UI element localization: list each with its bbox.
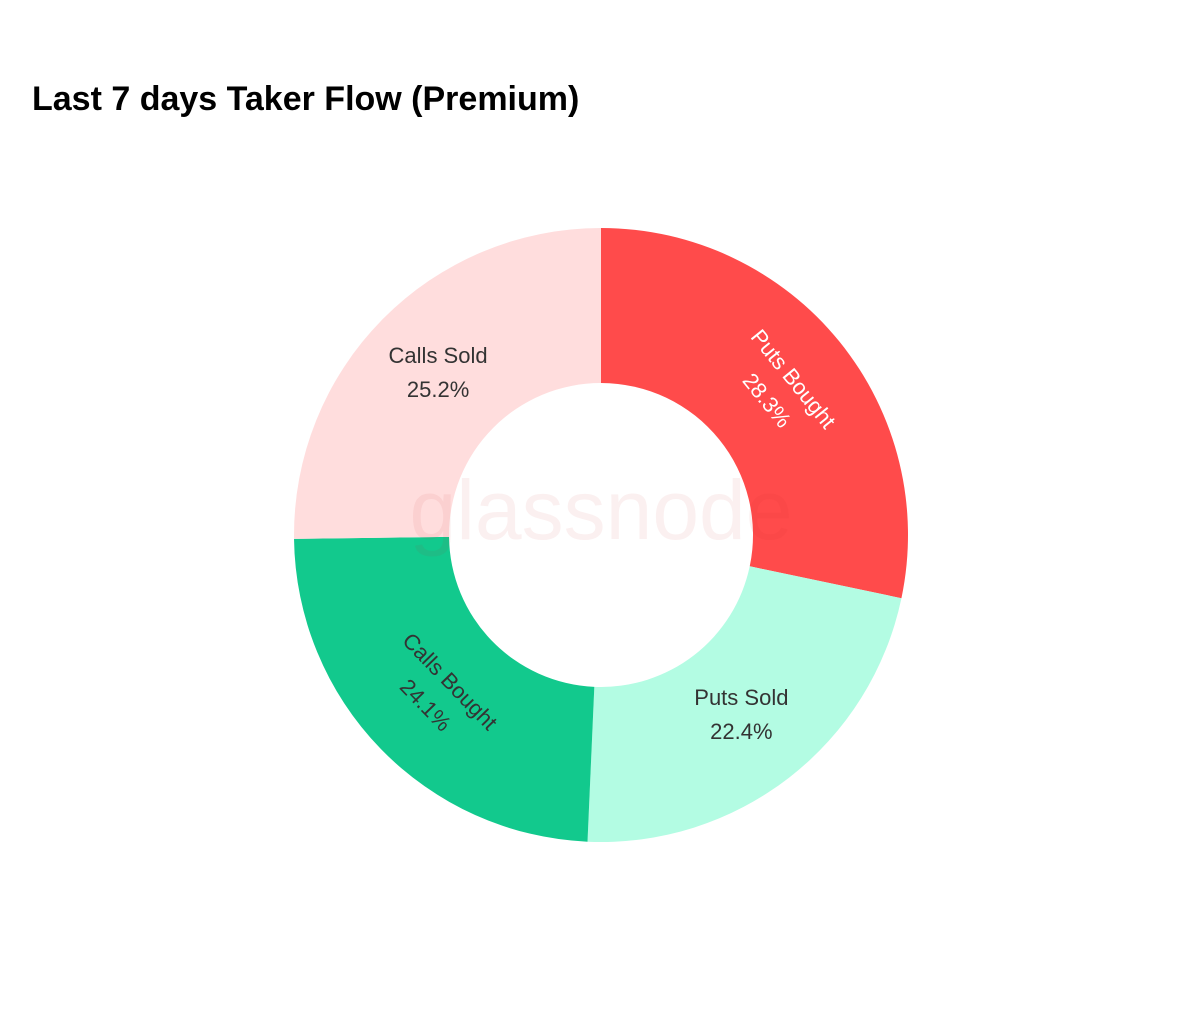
slice-value-label: 22.4%: [710, 719, 772, 744]
slice-label: Puts Sold 22.4%: [694, 685, 788, 744]
slice-value-label: 25.2%: [407, 377, 469, 402]
slice-category-label: Calls Sold: [389, 343, 488, 368]
donut-slice: [587, 566, 902, 842]
donut-slice: [294, 228, 601, 539]
slice-category-label: Puts Sold: [694, 685, 788, 710]
donut-slice: [601, 228, 908, 599]
donut-slice: [294, 536, 595, 842]
watermark: glassnode: [410, 463, 793, 557]
chart-title: Last 7 days Taker Flow (Premium): [32, 80, 579, 118]
slice-label: Calls Sold 25.2%: [389, 343, 488, 402]
